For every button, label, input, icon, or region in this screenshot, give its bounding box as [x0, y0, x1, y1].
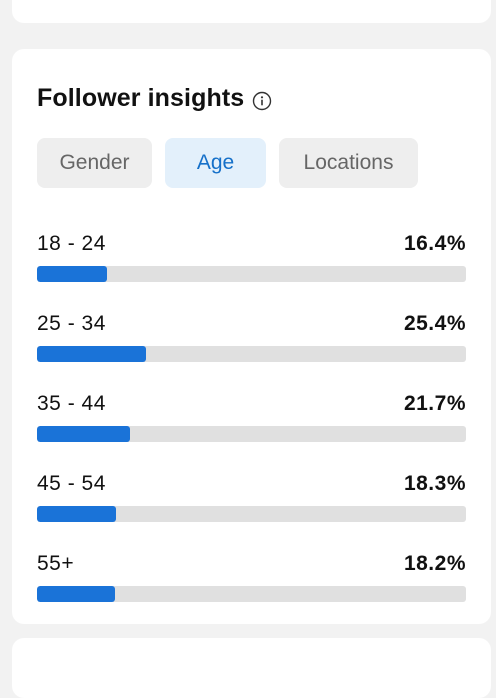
info-circle-icon[interactable]: [252, 88, 272, 111]
progress-fill: [37, 426, 131, 442]
progress-fill: [37, 586, 116, 602]
insight-tabs: Gender Age Locations: [37, 138, 418, 188]
tab-locations[interactable]: Locations: [279, 138, 418, 188]
age-percentage: 16.4%: [403, 232, 466, 255]
tab-gender[interactable]: Gender: [37, 138, 152, 188]
tab-age[interactable]: Age: [165, 138, 266, 188]
age-range-label: 35 - 44: [37, 392, 106, 415]
section-title: Follower insights: [37, 84, 245, 112]
age-range-label: 25 - 34: [37, 312, 106, 335]
age-row-55-plus: 55+ 18.2%: [37, 551, 466, 631]
section-header: Follower insights: [37, 83, 272, 113]
progress-fill: [37, 506, 116, 522]
age-range-label: 45 - 54: [37, 472, 106, 495]
previous-card: [12, 0, 491, 23]
progress-track: [37, 506, 466, 522]
age-range-label: 55+: [37, 552, 75, 575]
next-card: [12, 638, 491, 698]
age-percentage: 18.3%: [403, 472, 466, 495]
age-percentage: 18.2%: [403, 552, 466, 575]
follower-insights-card: Follower insights Gender Age Locations 1…: [12, 49, 491, 624]
age-percentage: 25.4%: [403, 312, 466, 335]
progress-fill: [37, 346, 146, 362]
age-range-label: 18 - 24: [37, 232, 106, 255]
progress-track: [37, 426, 466, 442]
age-distribution-list: 18 - 24 16.4% 25 - 34 25.4% 35 - 44 21.7…: [37, 231, 466, 631]
age-row-45-54: 45 - 54 18.3%: [37, 471, 466, 551]
progress-track: [37, 586, 466, 602]
progress-track: [37, 346, 466, 362]
progress-fill: [37, 266, 108, 282]
age-row-18-24: 18 - 24 16.4%: [37, 231, 466, 311]
age-percentage: 21.7%: [403, 392, 466, 415]
progress-track: [37, 266, 466, 282]
age-row-25-34: 25 - 34 25.4%: [37, 311, 466, 391]
age-row-35-44: 35 - 44 21.7%: [37, 391, 466, 471]
